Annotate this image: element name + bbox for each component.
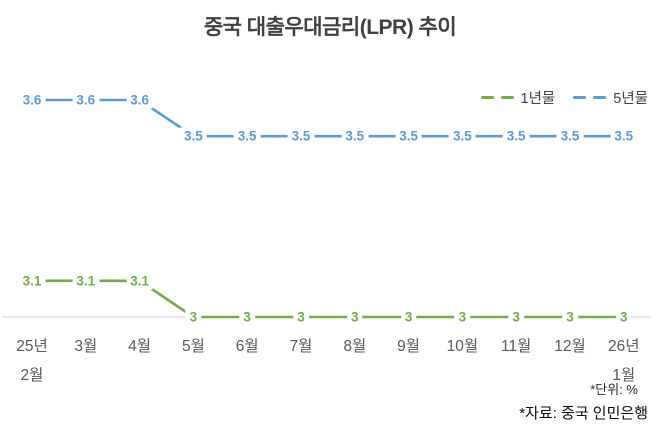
- legend-dash-icon: [480, 95, 494, 100]
- data-label: 3.6: [18, 91, 46, 109]
- data-label: 3.5: [556, 127, 584, 145]
- data-label: 3: [185, 308, 202, 326]
- data-label: 3.5: [341, 127, 369, 145]
- data-label: 3: [562, 308, 578, 326]
- data-label: 3: [239, 308, 255, 326]
- data-label: 3.5: [395, 127, 422, 145]
- legend-label: 5년물: [613, 91, 648, 107]
- x-axis-label: 3월: [74, 338, 98, 355]
- legend-dash-icon: [500, 95, 514, 100]
- data-label: 3.6: [72, 91, 100, 109]
- data-label: 3.1: [72, 272, 100, 290]
- data-label: 3.5: [233, 127, 261, 145]
- data-label: 3: [454, 308, 471, 326]
- data-label: 3.5: [180, 127, 207, 145]
- x-axis-label: 5월: [181, 338, 205, 355]
- data-label: 3.5: [610, 127, 638, 145]
- chart-title: 중국 대출우대금리(LPR) 추이: [203, 16, 457, 39]
- x-axis-label: 8월: [343, 338, 367, 355]
- data-label: 3.5: [449, 127, 476, 145]
- x-axis-label: 25년 2월: [16, 338, 48, 384]
- x-axis-label: 7월: [289, 338, 313, 355]
- chart-legend: 1년물 5년물: [480, 87, 648, 108]
- data-label: 3: [508, 308, 524, 326]
- series-line-1: [30, 98, 626, 138]
- data-label: 3.1: [126, 272, 153, 290]
- legend-dash-icon: [573, 95, 587, 100]
- x-axis-label: 6월: [235, 338, 259, 355]
- data-label: 3.1: [18, 272, 46, 290]
- source-note: *자료: 중국 인민은행: [519, 405, 648, 422]
- unit-note: *단위: %: [590, 382, 638, 397]
- x-axis-label: 12월: [554, 338, 586, 355]
- data-label: 3: [400, 308, 417, 326]
- legend-item-0: 1년물: [480, 87, 556, 108]
- data-label: 3.5: [502, 127, 530, 145]
- x-axis-label: 9월: [397, 338, 421, 355]
- x-axis-label: 10월: [446, 338, 479, 355]
- data-label: 3.6: [126, 91, 153, 109]
- data-label: 3: [616, 308, 632, 326]
- x-axis-label: 11월: [501, 338, 532, 355]
- x-axis-label: 4월: [128, 338, 152, 355]
- legend-label: 1년물: [520, 91, 556, 107]
- legend-item-1: 5년물: [573, 87, 648, 108]
- x-axis-label: 26년 1월: [608, 338, 640, 384]
- data-label: 3: [347, 308, 363, 326]
- legend-dash-icon: [593, 95, 607, 100]
- data-label: 3: [293, 308, 309, 326]
- data-label: 3.5: [287, 127, 315, 145]
- series-line-0: [30, 279, 626, 319]
